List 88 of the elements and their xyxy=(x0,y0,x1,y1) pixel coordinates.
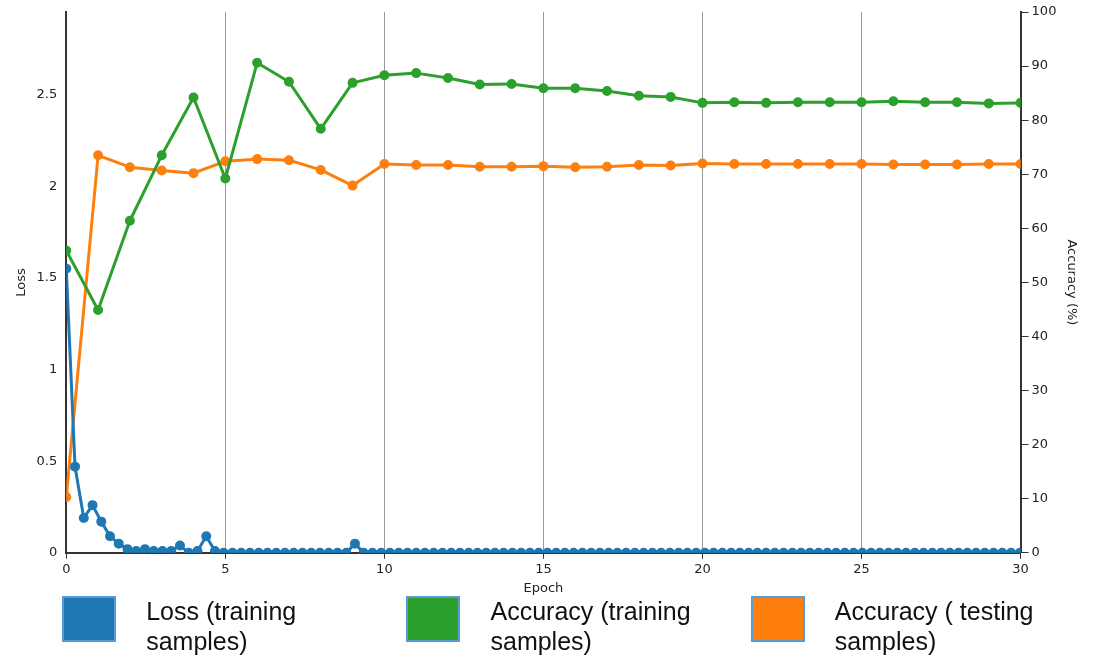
point xyxy=(792,97,803,108)
legend-label: Accuracy ( testing samples) xyxy=(834,596,1035,656)
point xyxy=(443,72,453,83)
x-tick-label: 30 xyxy=(1012,560,1029,576)
point xyxy=(411,160,422,171)
point xyxy=(888,96,899,107)
x-tick-label: 0 xyxy=(62,560,71,576)
point xyxy=(124,215,135,226)
point xyxy=(538,161,549,172)
point xyxy=(474,79,485,90)
point xyxy=(124,162,135,173)
point xyxy=(220,173,231,184)
x-tick-label: 10 xyxy=(376,560,393,576)
x-tick-label: 5 xyxy=(221,560,230,576)
point xyxy=(506,161,517,172)
point xyxy=(252,57,263,68)
point xyxy=(156,165,167,176)
x-tick-label: 15 xyxy=(535,560,552,576)
point xyxy=(824,97,835,108)
point xyxy=(443,160,453,171)
legend-label: Accuracy (training samples) xyxy=(490,596,692,656)
point xyxy=(347,180,358,191)
y-tick-label: 1 xyxy=(48,360,58,376)
point xyxy=(920,97,931,108)
point xyxy=(315,164,326,175)
point xyxy=(761,97,772,108)
point xyxy=(761,158,772,169)
y2-tick-label: 20 xyxy=(1031,436,1049,452)
y2-tick-label: 80 xyxy=(1031,111,1049,127)
y2-tick-label: 100 xyxy=(1031,3,1057,19)
point xyxy=(602,85,613,96)
point xyxy=(856,158,867,169)
y2-tick-label: 50 xyxy=(1031,273,1049,289)
point xyxy=(283,155,294,166)
y2-tick-label: 70 xyxy=(1031,165,1049,181)
point xyxy=(888,159,899,170)
y-tick-label: 1.5 xyxy=(36,269,58,285)
point xyxy=(665,91,676,102)
point xyxy=(697,158,708,169)
point xyxy=(188,168,199,179)
point xyxy=(633,160,644,171)
point xyxy=(474,161,485,172)
point xyxy=(633,90,644,101)
y2-tick-label: 10 xyxy=(1031,490,1049,506)
x-tick-label: 25 xyxy=(853,560,870,576)
point xyxy=(93,150,104,161)
point xyxy=(729,97,740,108)
point xyxy=(411,68,422,79)
point xyxy=(252,154,263,165)
point xyxy=(697,97,708,108)
point xyxy=(156,150,167,161)
y2-tick-label: 0 xyxy=(1031,544,1040,560)
y-tick-label: 2 xyxy=(48,177,58,193)
x-axis-title: Epoch xyxy=(523,579,564,595)
point xyxy=(570,162,581,173)
point xyxy=(220,156,231,167)
y-tick-label: 0 xyxy=(48,544,58,560)
legend-label: Loss (training samples) xyxy=(146,596,298,656)
point xyxy=(315,123,326,134)
point xyxy=(983,98,994,109)
point xyxy=(951,159,962,170)
point xyxy=(602,161,613,172)
point xyxy=(379,70,390,81)
y2-tick-label: 60 xyxy=(1031,219,1049,235)
y-tick-label: 2.5 xyxy=(36,85,58,101)
point xyxy=(347,77,358,88)
y2-tick-label: 30 xyxy=(1031,381,1049,397)
point xyxy=(856,97,867,108)
y2-axis-title: Accuracy (%) xyxy=(1064,239,1080,326)
point xyxy=(188,92,199,103)
y-tick-label: 0.5 xyxy=(36,452,58,468)
point xyxy=(93,304,104,315)
y2-tick-label: 40 xyxy=(1031,327,1049,343)
point xyxy=(283,76,294,87)
x-tick-label: 20 xyxy=(694,560,711,576)
y-axis-title: Loss xyxy=(13,267,29,297)
y2-tick-label: 90 xyxy=(1031,57,1049,73)
point xyxy=(665,160,676,171)
point xyxy=(379,158,390,169)
point xyxy=(570,83,581,94)
point xyxy=(983,158,994,169)
point xyxy=(920,159,931,170)
point xyxy=(951,97,962,108)
point xyxy=(792,158,803,169)
point xyxy=(729,158,740,169)
point xyxy=(538,83,549,94)
point xyxy=(506,78,517,89)
point xyxy=(824,158,835,169)
